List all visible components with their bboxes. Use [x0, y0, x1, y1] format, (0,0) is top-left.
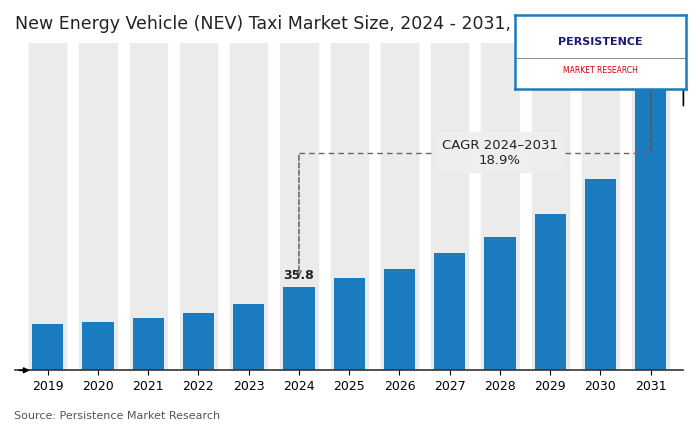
- Text: Source: Persistence Market Research: Source: Persistence Market Research: [14, 411, 220, 421]
- Bar: [330, 43, 368, 370]
- Bar: [79, 43, 116, 370]
- Bar: [434, 253, 466, 370]
- Text: CAGR 2024–2031
18.9%: CAGR 2024–2031 18.9%: [442, 139, 558, 167]
- Bar: [635, 89, 666, 370]
- Bar: [582, 43, 619, 370]
- Bar: [29, 43, 66, 370]
- Bar: [482, 43, 519, 370]
- Bar: [180, 43, 217, 370]
- Bar: [183, 313, 214, 370]
- Bar: [132, 317, 164, 370]
- Bar: [32, 323, 63, 370]
- Bar: [233, 303, 265, 370]
- Bar: [585, 178, 616, 370]
- Bar: [381, 43, 418, 370]
- Bar: [83, 322, 113, 370]
- Text: MARKET RESEARCH: MARKET RESEARCH: [563, 66, 638, 75]
- Text: 35.8: 35.8: [284, 269, 314, 282]
- Bar: [130, 43, 167, 370]
- Text: 120.4: 120.4: [631, 71, 671, 84]
- Text: New Energy Vehicle (NEV) Taxi Market Size, 2024 - 2031, US$ Mn: New Energy Vehicle (NEV) Taxi Market Siz…: [15, 15, 583, 33]
- Bar: [334, 278, 365, 370]
- Text: PERSISTENCE: PERSISTENCE: [558, 37, 643, 48]
- Bar: [484, 237, 515, 370]
- Bar: [230, 43, 267, 370]
- Bar: [632, 43, 669, 370]
- Bar: [284, 286, 314, 370]
- Bar: [431, 43, 468, 370]
- Bar: [384, 269, 415, 370]
- Bar: [280, 43, 318, 370]
- Bar: [535, 214, 566, 370]
- Bar: [531, 43, 569, 370]
